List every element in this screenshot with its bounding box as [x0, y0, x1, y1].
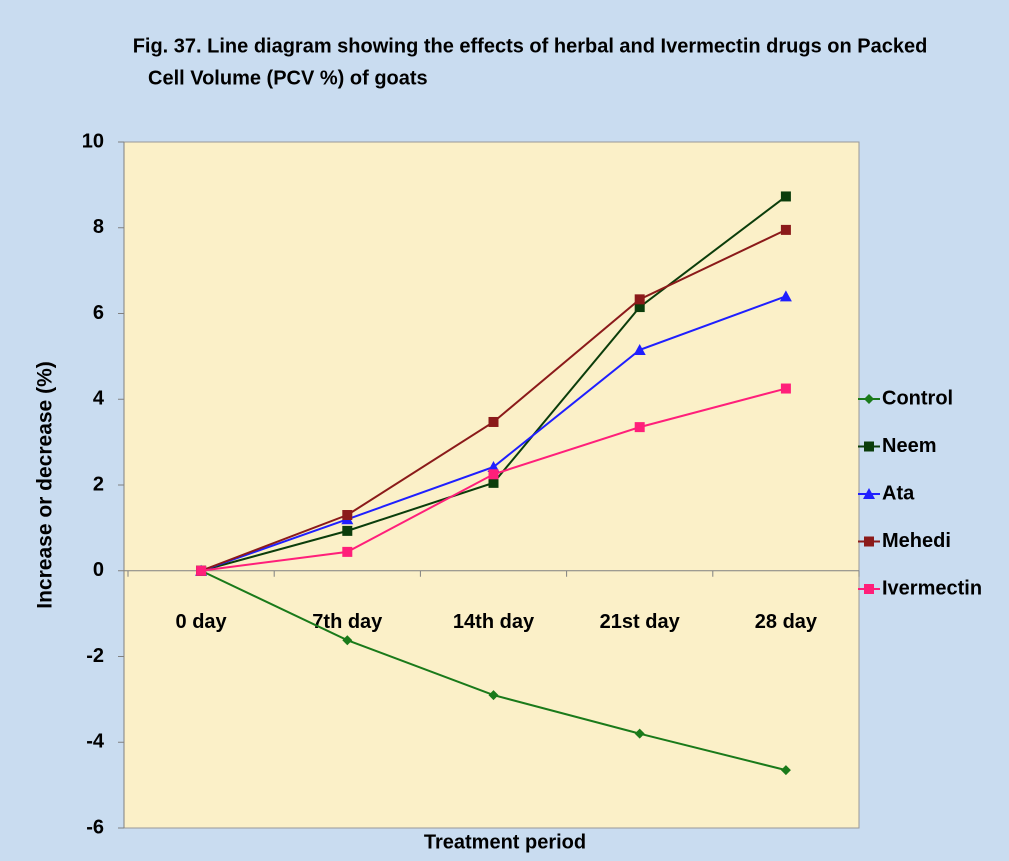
legend-label: Mehedi: [882, 530, 951, 552]
data-point: [634, 302, 645, 313]
chart-title: Fig. 37. Line diagram showing the effect…: [133, 35, 928, 57]
data-point: [196, 565, 207, 576]
legend-marker: [864, 441, 874, 452]
x-tick-label: 28 day: [755, 611, 818, 633]
y-tick-label: 10: [82, 130, 104, 152]
legend-label: Ivermectin: [882, 577, 982, 599]
data-point: [342, 525, 353, 536]
x-tick-label: 21st day: [600, 611, 681, 633]
y-tick-label: 0: [93, 559, 104, 581]
x-tick-label: 7th day: [312, 611, 383, 633]
data-point: [780, 383, 791, 394]
data-point: [488, 469, 499, 480]
y-tick-label: -6: [86, 816, 104, 838]
data-point: [487, 460, 500, 472]
data-point: [634, 728, 645, 739]
data-point: [488, 477, 499, 488]
y-tick-label: 4: [93, 388, 105, 410]
legend-marker: [863, 488, 875, 499]
data-point: [780, 191, 791, 202]
data-point: [488, 416, 499, 427]
y-tick-label: 2: [93, 473, 104, 495]
y-tick-label: -2: [86, 645, 104, 667]
legend-marker: [864, 536, 874, 547]
y-tick-label: 6: [93, 302, 104, 324]
chart-title: Cell Volume (PCV %) of goats: [148, 67, 428, 89]
y-tick-label: 8: [93, 216, 104, 238]
legend-label: Ata: [882, 482, 915, 504]
x-axis-label: Treatment period: [424, 831, 586, 853]
data-point: [634, 294, 645, 305]
x-tick-label: 14th day: [453, 611, 535, 633]
data-point: [780, 224, 791, 235]
data-point: [488, 690, 499, 701]
data-point: [634, 422, 645, 433]
legend-marker: [864, 394, 874, 404]
data-point: [342, 510, 353, 521]
data-point: [633, 343, 646, 355]
data-point: [779, 290, 792, 302]
data-point: [342, 635, 353, 646]
legend-label: Control: [882, 387, 953, 409]
data-point: [780, 765, 791, 776]
legend-marker: [864, 584, 874, 594]
y-axis-label: Increase or decrease (%): [34, 361, 57, 608]
x-tick-label: 0 day: [176, 611, 228, 633]
data-point: [342, 546, 353, 557]
y-tick-label: -4: [86, 731, 105, 753]
legend-label: Neem: [882, 435, 936, 457]
